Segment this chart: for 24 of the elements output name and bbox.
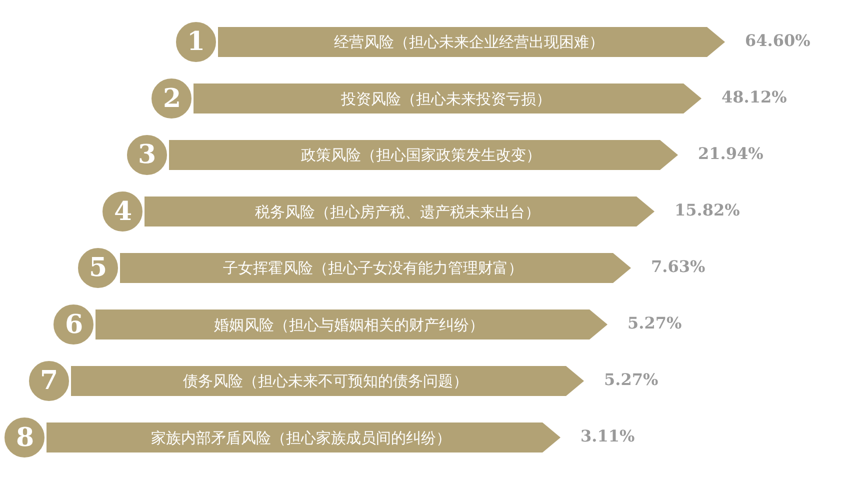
category-label: 家族内部矛盾风险（担心家族成员间的纠纷）: [151, 429, 451, 447]
data-label: 3.11%: [580, 426, 635, 446]
data-label: 5.27%: [628, 314, 682, 332]
category-label: 政策风险（担心国家政策发生改变）: [301, 146, 541, 164]
text: 1: [187, 27, 206, 57]
text: 5: [89, 253, 108, 283]
text: 4: [114, 197, 132, 227]
category-label: 婚姻风险（担心与婚姻相关的财产纠纷）: [214, 316, 484, 334]
text: 7: [40, 366, 58, 396]
data-label: 15.82%: [674, 200, 740, 220]
data-label: 5.27%: [604, 370, 658, 389]
data-label: 21.94%: [698, 144, 764, 163]
data-label: 7.63%: [651, 257, 706, 276]
category-label: 子女挥霍风险（担心子女没有能力管理财富）: [223, 259, 523, 277]
text: 6: [65, 310, 84, 340]
category-label: 投资风险（担心未来投资亏损）: [340, 90, 551, 108]
category-label: 税务风险（担心房产税、遗产税未来出台）: [255, 203, 540, 221]
text: 8: [16, 423, 34, 453]
category-label: 债务风险（担心未来不可预知的债务问题）: [183, 372, 468, 390]
data-label: 64.60%: [745, 31, 810, 50]
text: 2: [163, 84, 182, 114]
text: 3: [138, 140, 156, 170]
category-label: 经营风险（担心未来企业经营出现困难）: [334, 33, 604, 51]
data-label: 48.12%: [722, 88, 787, 106]
